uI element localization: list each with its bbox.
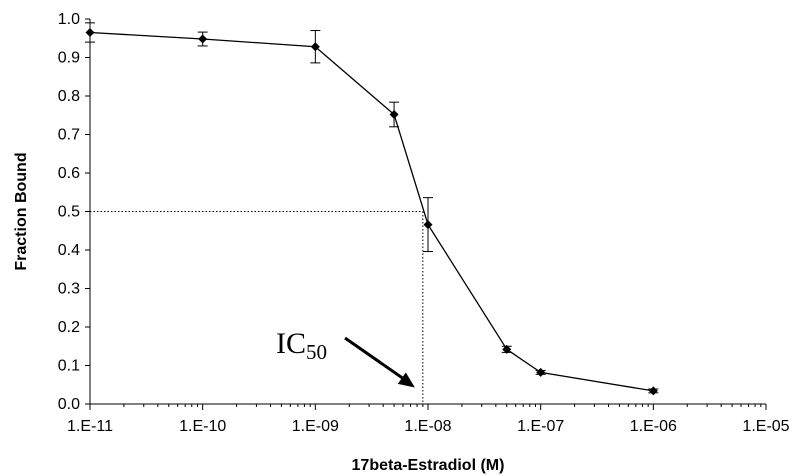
- x-tick-label: 1.E-07: [517, 418, 564, 435]
- y-tick-label: 0.3: [58, 281, 80, 298]
- y-tick-label: 0.0: [58, 396, 80, 413]
- y-tick-label: 0.2: [58, 319, 80, 336]
- y-tick-label: 0.9: [58, 50, 80, 67]
- y-tick-label: 0.6: [58, 165, 80, 182]
- x-tick-label: 1.E-09: [292, 418, 339, 435]
- annotations: IC50: [276, 327, 415, 388]
- x-tick-label: 1.E-11: [67, 418, 113, 435]
- ic50-arrow-shaft: [344, 336, 410, 384]
- x-axis-title: 17beta-Estradiol (M): [352, 457, 505, 474]
- x-tick-label: 1.E-06: [630, 418, 677, 435]
- data-point: [198, 34, 208, 44]
- reference-lines: [90, 211, 424, 404]
- series-line: [89, 31, 654, 392]
- data-point: [502, 344, 512, 354]
- y-tick-label: 0.7: [58, 127, 80, 144]
- x-tick-label: 1.E-08: [404, 418, 451, 435]
- data-point: [389, 109, 399, 119]
- data-point: [536, 367, 546, 377]
- y-tick-label: 0.5: [58, 204, 80, 221]
- x-tick-label: 1.E-05: [742, 418, 789, 435]
- ic50-arrow-head: [397, 372, 415, 388]
- data-point: [423, 220, 433, 230]
- data-point: [648, 386, 658, 396]
- y-axis-title: Fraction Bound: [13, 152, 30, 270]
- y-tick-label: 0.1: [58, 358, 80, 375]
- y-tick-label: 1.0: [58, 11, 80, 28]
- axes: 0.0 0.1 0.2 0.3 0.4 0.5 0.6 0.7 0.8 0.9 1.0 1.E-11 1…: [58, 11, 790, 435]
- data-point: [310, 42, 320, 52]
- data-series: [85, 22, 659, 396]
- y-tick-label: 0.8: [58, 88, 80, 105]
- y-tick-label: 0.4: [58, 242, 80, 259]
- ic50-label: IC50: [276, 327, 327, 364]
- x-tick-label: 1.E-10: [179, 418, 226, 435]
